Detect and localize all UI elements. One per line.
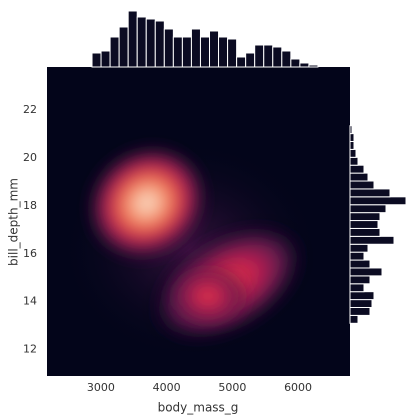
x-hist-bar <box>118 26 129 68</box>
x-hist-bar <box>209 30 220 68</box>
x-hist-bar <box>299 62 310 68</box>
y-tick-label: 14 <box>23 295 37 308</box>
y-tick-label: 16 <box>23 247 37 260</box>
x-hist-bar <box>100 50 111 68</box>
y-hist-bar <box>349 251 365 261</box>
y-hist-bar <box>349 283 365 293</box>
x-hist-bar <box>190 28 201 68</box>
y-hist-bar <box>349 299 373 308</box>
x-tick-label: 4000 <box>153 381 181 394</box>
x-hist-bar <box>254 44 265 68</box>
y-axis-label: bill_depth_mm <box>7 178 21 266</box>
x-tick-label: 5000 <box>218 381 246 394</box>
x-hist-bar <box>109 36 120 68</box>
x-hist-bar <box>245 52 256 68</box>
x-hist-bar <box>172 36 183 68</box>
x-hist-bar <box>236 56 247 68</box>
y-tick-label: 12 <box>23 343 37 356</box>
kde-density <box>47 67 350 376</box>
x-hist-bar <box>272 46 283 68</box>
y-hist-bar <box>349 148 357 158</box>
y-hist-bar <box>349 133 355 142</box>
x-tick-label: 6000 <box>284 381 312 394</box>
y-hist-bar <box>349 164 365 174</box>
y-hist-bar <box>349 275 371 285</box>
x-hist-bar <box>136 16 147 68</box>
x-hist-bar <box>199 36 211 68</box>
y-hist-bar <box>349 267 383 277</box>
y-hist-bar <box>349 291 375 301</box>
x-hist-bar <box>227 38 238 68</box>
y-hist-bar <box>349 306 371 316</box>
x-axis-label: body_mass_g <box>158 401 239 415</box>
y-tick-label: 22 <box>23 103 37 116</box>
y-hist-bar <box>349 243 369 253</box>
x-hist-bar <box>281 50 292 68</box>
y-hist-bar <box>349 180 375 190</box>
x-hist-bar <box>263 44 274 68</box>
y-hist-bar <box>349 314 359 324</box>
y-tick-label: 20 <box>23 151 37 164</box>
x-hist-bar <box>218 36 229 68</box>
y-hist-bar <box>349 259 371 269</box>
x-hist-bar <box>290 58 301 68</box>
y-hist-bar <box>349 227 381 237</box>
x-hist-bar <box>181 36 192 68</box>
y-hist-bar <box>349 156 359 166</box>
x-tick-label: 3000 <box>87 381 115 394</box>
y-hist-bar <box>349 140 355 150</box>
y-hist-bar <box>349 235 395 245</box>
y-hist-bar <box>349 220 379 229</box>
y-hist-bar <box>349 204 387 214</box>
x-hist-bar <box>91 52 102 68</box>
x-hist-bar <box>163 28 174 68</box>
y-hist-bar <box>349 172 369 182</box>
y-hist-bar <box>349 125 353 135</box>
x-hist-bar <box>154 20 165 68</box>
y-hist-bar <box>349 196 407 206</box>
x-hist-bar <box>308 64 319 68</box>
x-hist-bar <box>145 18 156 68</box>
y-hist-bar <box>349 188 391 198</box>
y-tick-label: 18 <box>23 199 37 212</box>
x-hist-bar <box>127 10 138 68</box>
y-hist-bar <box>349 212 381 222</box>
